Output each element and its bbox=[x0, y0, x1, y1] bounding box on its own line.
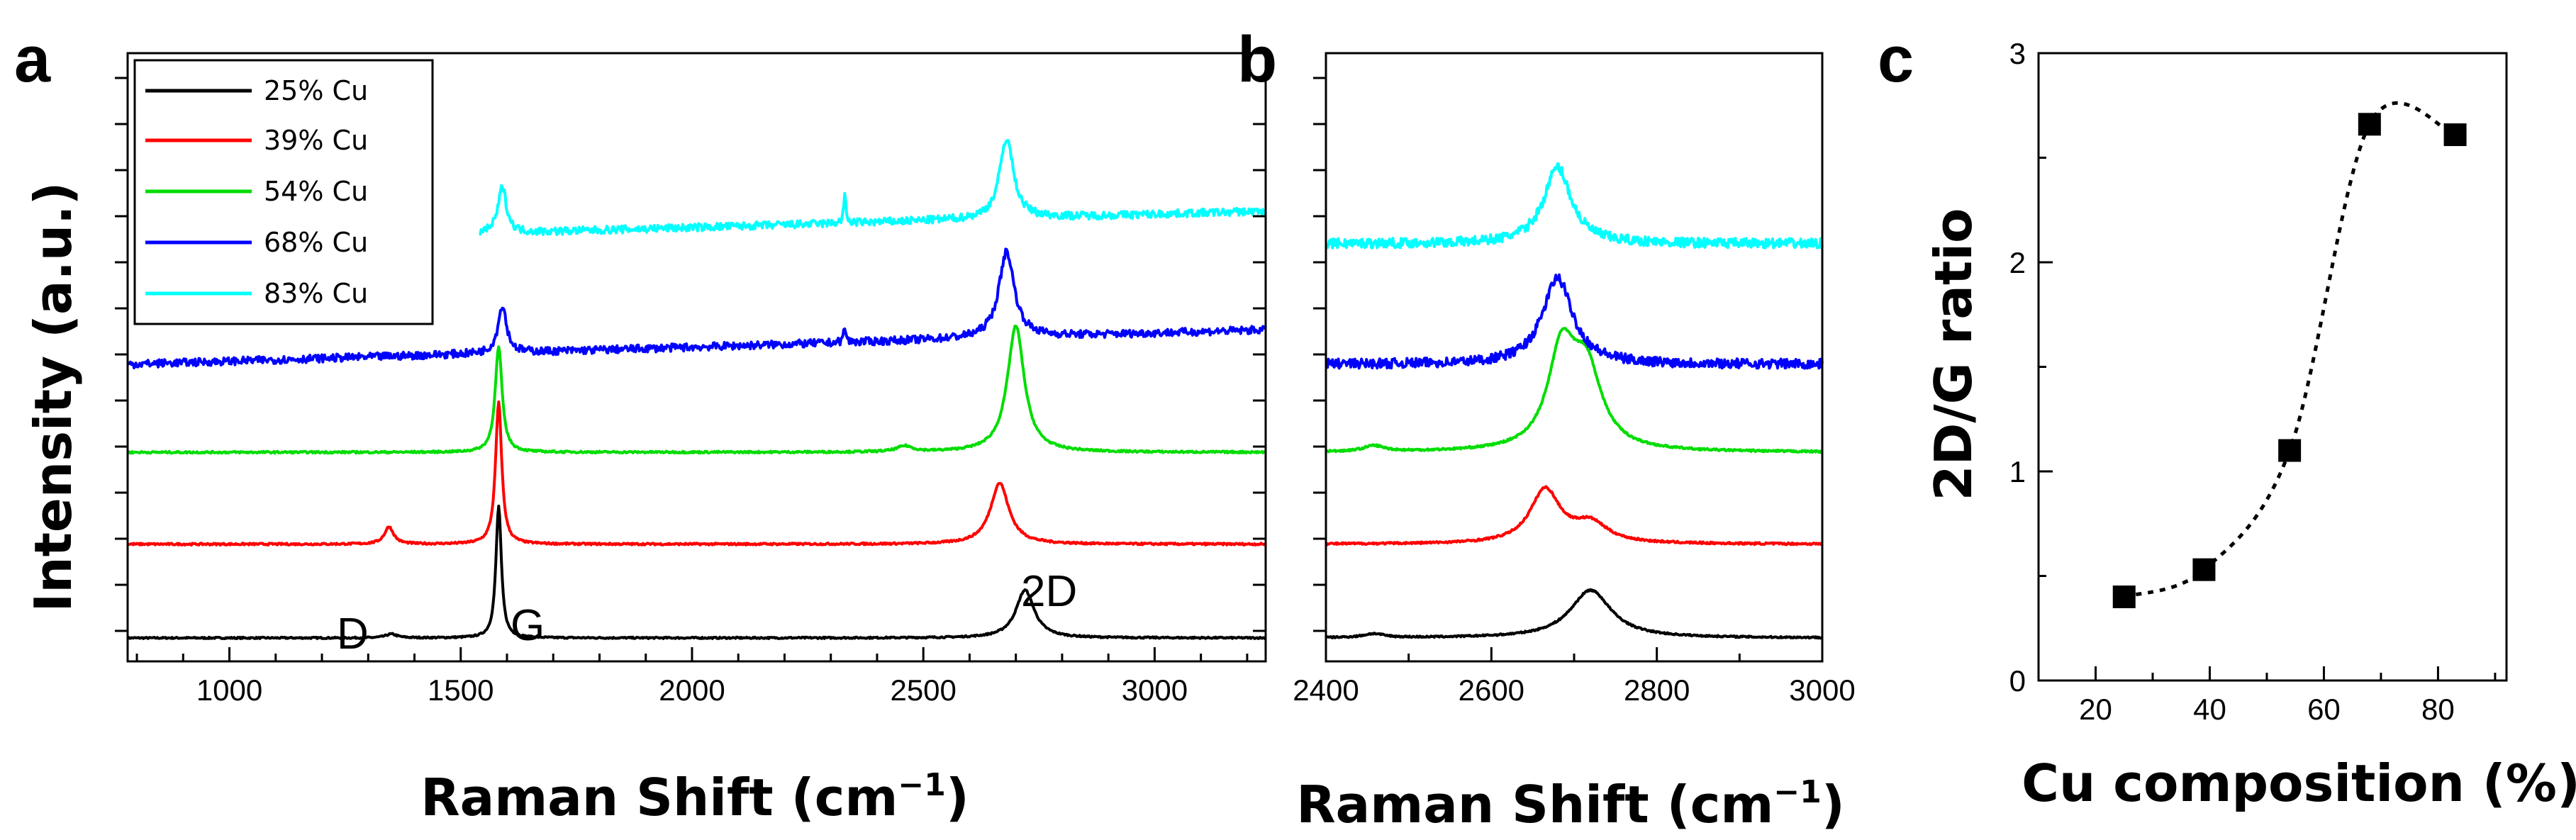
panel-a-xlabel: Raman Shift (cm−1) bbox=[420, 767, 969, 827]
ratio-point bbox=[2358, 113, 2381, 136]
spectrum-54-cu bbox=[126, 325, 1266, 455]
spectrum-83-cu bbox=[1325, 162, 1824, 250]
spectrum-25-cu bbox=[126, 504, 1267, 640]
x-tick-label: 80 bbox=[2421, 693, 2455, 726]
panel-b-spectra bbox=[1325, 162, 1824, 640]
panel-c: c 2D/G ratio 20 40 60 80 0 1 2 3 Cu composition… bbox=[1878, 23, 2576, 813]
spectrum-39-cu bbox=[1325, 485, 1824, 547]
spectrum-68-cu bbox=[126, 247, 1267, 369]
legend-label: 83% Cu bbox=[264, 278, 368, 309]
ratio-point bbox=[2443, 123, 2467, 147]
ratio-point bbox=[2112, 586, 2136, 608]
ratio-points bbox=[2112, 113, 2467, 608]
panel-c-ylabel: 2D/G ratio bbox=[1924, 208, 1983, 501]
x-tick-label: 2000 bbox=[659, 673, 725, 707]
x-tick-label: 2800 bbox=[1624, 673, 1690, 707]
panel-b-xlabel: Raman Shift (cm−1) bbox=[1296, 774, 1845, 834]
spectrum-68-cu bbox=[1325, 273, 1824, 370]
panel-c-frame bbox=[2037, 52, 2508, 682]
panel-b: b 2400 2600 2800 3000 Raman Shift (cm−1) bbox=[1237, 23, 1856, 834]
spectrum-83-cu bbox=[479, 139, 1267, 236]
y-tick-label: 1 bbox=[2009, 455, 2026, 488]
panel-a-legend: 25% Cu 39% Cu 54% Cu 68% Cu 83% Cu bbox=[133, 59, 434, 325]
panel-a-ylabel: Intensity (a.u.) bbox=[23, 182, 83, 612]
y-tick-label: 3 bbox=[2009, 37, 2026, 70]
legend-label: 68% Cu bbox=[264, 227, 368, 258]
y-tick-label: 0 bbox=[2009, 664, 2026, 698]
x-tick-label: 60 bbox=[2307, 693, 2341, 726]
panel-c-xlabel: Cu composition (%) bbox=[2022, 754, 2576, 813]
annotation-d: D bbox=[337, 610, 369, 659]
panel-c-label: c bbox=[1878, 23, 1914, 96]
panel-a-frame bbox=[126, 52, 1267, 663]
panel-a: a Intensity (a.u.) 1000 1500 2000 2500 3000 … bbox=[14, 23, 1267, 827]
spectrum-54-cu bbox=[1325, 327, 1823, 454]
spectrum-39-cu bbox=[127, 400, 1266, 547]
x-tick-label: 3000 bbox=[1122, 673, 1188, 707]
panel-b-ticks: 2400 2600 2800 3000 bbox=[1293, 77, 1856, 707]
ratio-trend-line bbox=[2123, 101, 2456, 599]
ratio-point bbox=[2278, 439, 2302, 462]
x-tick-label: 2600 bbox=[1459, 673, 1524, 707]
annotation-g: G bbox=[511, 601, 545, 650]
y-tick-label: 2 bbox=[2009, 246, 2026, 279]
x-tick-label: 2400 bbox=[1293, 673, 1359, 707]
x-tick-label: 40 bbox=[2193, 693, 2226, 726]
annotation-2d: 2D bbox=[1021, 567, 1077, 616]
panel-b-frame bbox=[1325, 52, 1824, 663]
panel-b-label: b bbox=[1237, 23, 1277, 96]
spectrum-25-cu bbox=[1325, 588, 1823, 640]
x-tick-label: 1000 bbox=[196, 673, 262, 707]
x-tick-label: 20 bbox=[2079, 693, 2112, 726]
legend-label: 39% Cu bbox=[264, 125, 368, 156]
x-tick-label: 1500 bbox=[428, 673, 494, 707]
ratio-point bbox=[2192, 558, 2216, 581]
panel-c-ticks: 20 40 60 80 0 1 2 3 bbox=[2009, 37, 2497, 726]
panel-a-label: a bbox=[14, 23, 51, 96]
legend-label: 25% Cu bbox=[264, 75, 368, 106]
panel-a-spectra bbox=[126, 139, 1267, 640]
x-tick-label: 2500 bbox=[890, 673, 956, 707]
legend-label: 54% Cu bbox=[264, 176, 368, 207]
panel-a-ticks: 1000 1500 2000 2500 3000 bbox=[115, 77, 1266, 707]
x-tick-label: 3000 bbox=[1789, 673, 1855, 707]
